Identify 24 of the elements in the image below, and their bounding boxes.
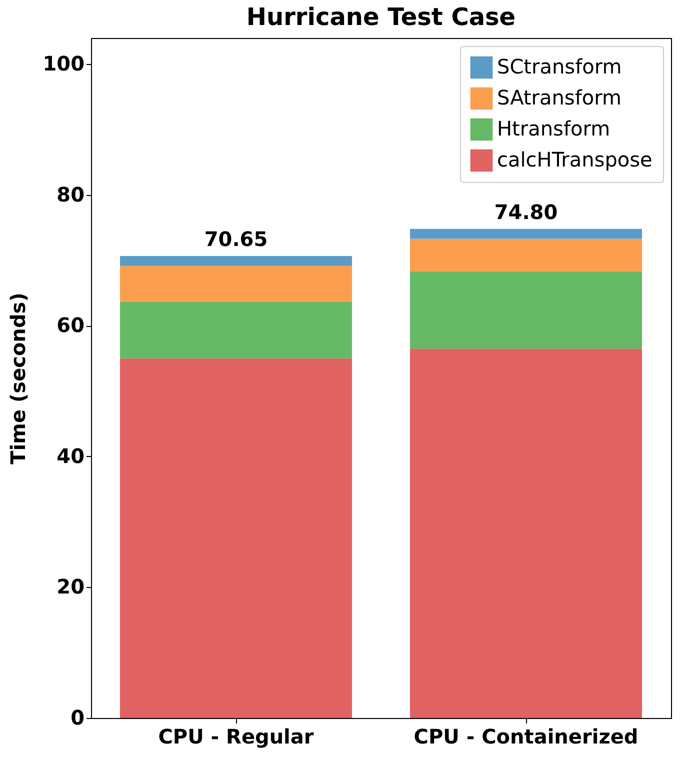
legend-label: SAtransform <box>497 86 622 110</box>
bar <box>410 238 642 272</box>
x-tick-label: CPU - Containerized <box>414 724 638 748</box>
bar <box>410 271 642 349</box>
bar <box>410 348 642 718</box>
bar <box>410 228 642 239</box>
bar <box>120 266 352 302</box>
y-tick-label: 40 <box>56 444 84 468</box>
legend-label: SCtransform <box>497 54 622 78</box>
legend-label: calcHTranspose <box>497 148 652 172</box>
legend-label: Htransform <box>497 116 610 140</box>
y-axis-title: Time (seconds) <box>6 292 30 464</box>
y-tick-label: 60 <box>56 313 84 338</box>
y-tick-label: 0 <box>70 706 84 730</box>
bar <box>120 358 352 718</box>
bar <box>120 256 352 266</box>
x-tick-label: CPU - Regular <box>158 724 314 748</box>
total-label: 70.65 <box>204 227 268 252</box>
y-tick-label: 20 <box>56 574 84 599</box>
y-tick-label: 100 <box>42 52 84 76</box>
total-label: 74.80 <box>494 200 558 224</box>
y-tick-label: 80 <box>56 182 84 206</box>
chart-title: Hurricane Test Case <box>246 3 516 31</box>
bar <box>120 302 352 358</box>
